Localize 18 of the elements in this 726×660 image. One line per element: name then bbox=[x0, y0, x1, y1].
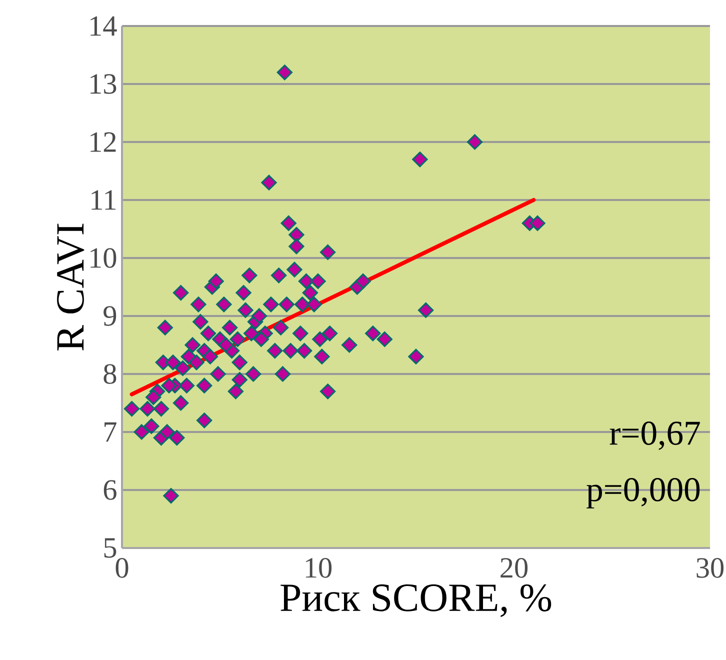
y-tick-label: 14 bbox=[90, 16, 117, 36]
y-tick-label: 9 bbox=[104, 306, 116, 326]
y-tick-label: 7 bbox=[104, 422, 116, 442]
x-tick-label: 10 bbox=[306, 558, 332, 578]
y-axis-title: R CAVI bbox=[57, 224, 84, 350]
y-tick-label: 8 bbox=[104, 364, 116, 384]
annotation: r=0,67 bbox=[610, 422, 700, 450]
x-tick-label: 0 bbox=[116, 558, 128, 578]
y-tick-label: 13 bbox=[90, 74, 116, 94]
y-tick-label: 12 bbox=[90, 132, 116, 152]
x-tick-label: 30 bbox=[696, 558, 724, 578]
y-tick-label: 11 bbox=[92, 190, 116, 210]
y-tick-label: 5 bbox=[104, 538, 116, 558]
annotation: p=0,000 bbox=[586, 478, 700, 508]
y-tick-label: 6 bbox=[104, 480, 116, 500]
x-tick-label: 20 bbox=[500, 558, 528, 578]
x-axis-title: Риск SCORE, % bbox=[280, 584, 552, 618]
y-tick-label: 10 bbox=[90, 248, 116, 268]
